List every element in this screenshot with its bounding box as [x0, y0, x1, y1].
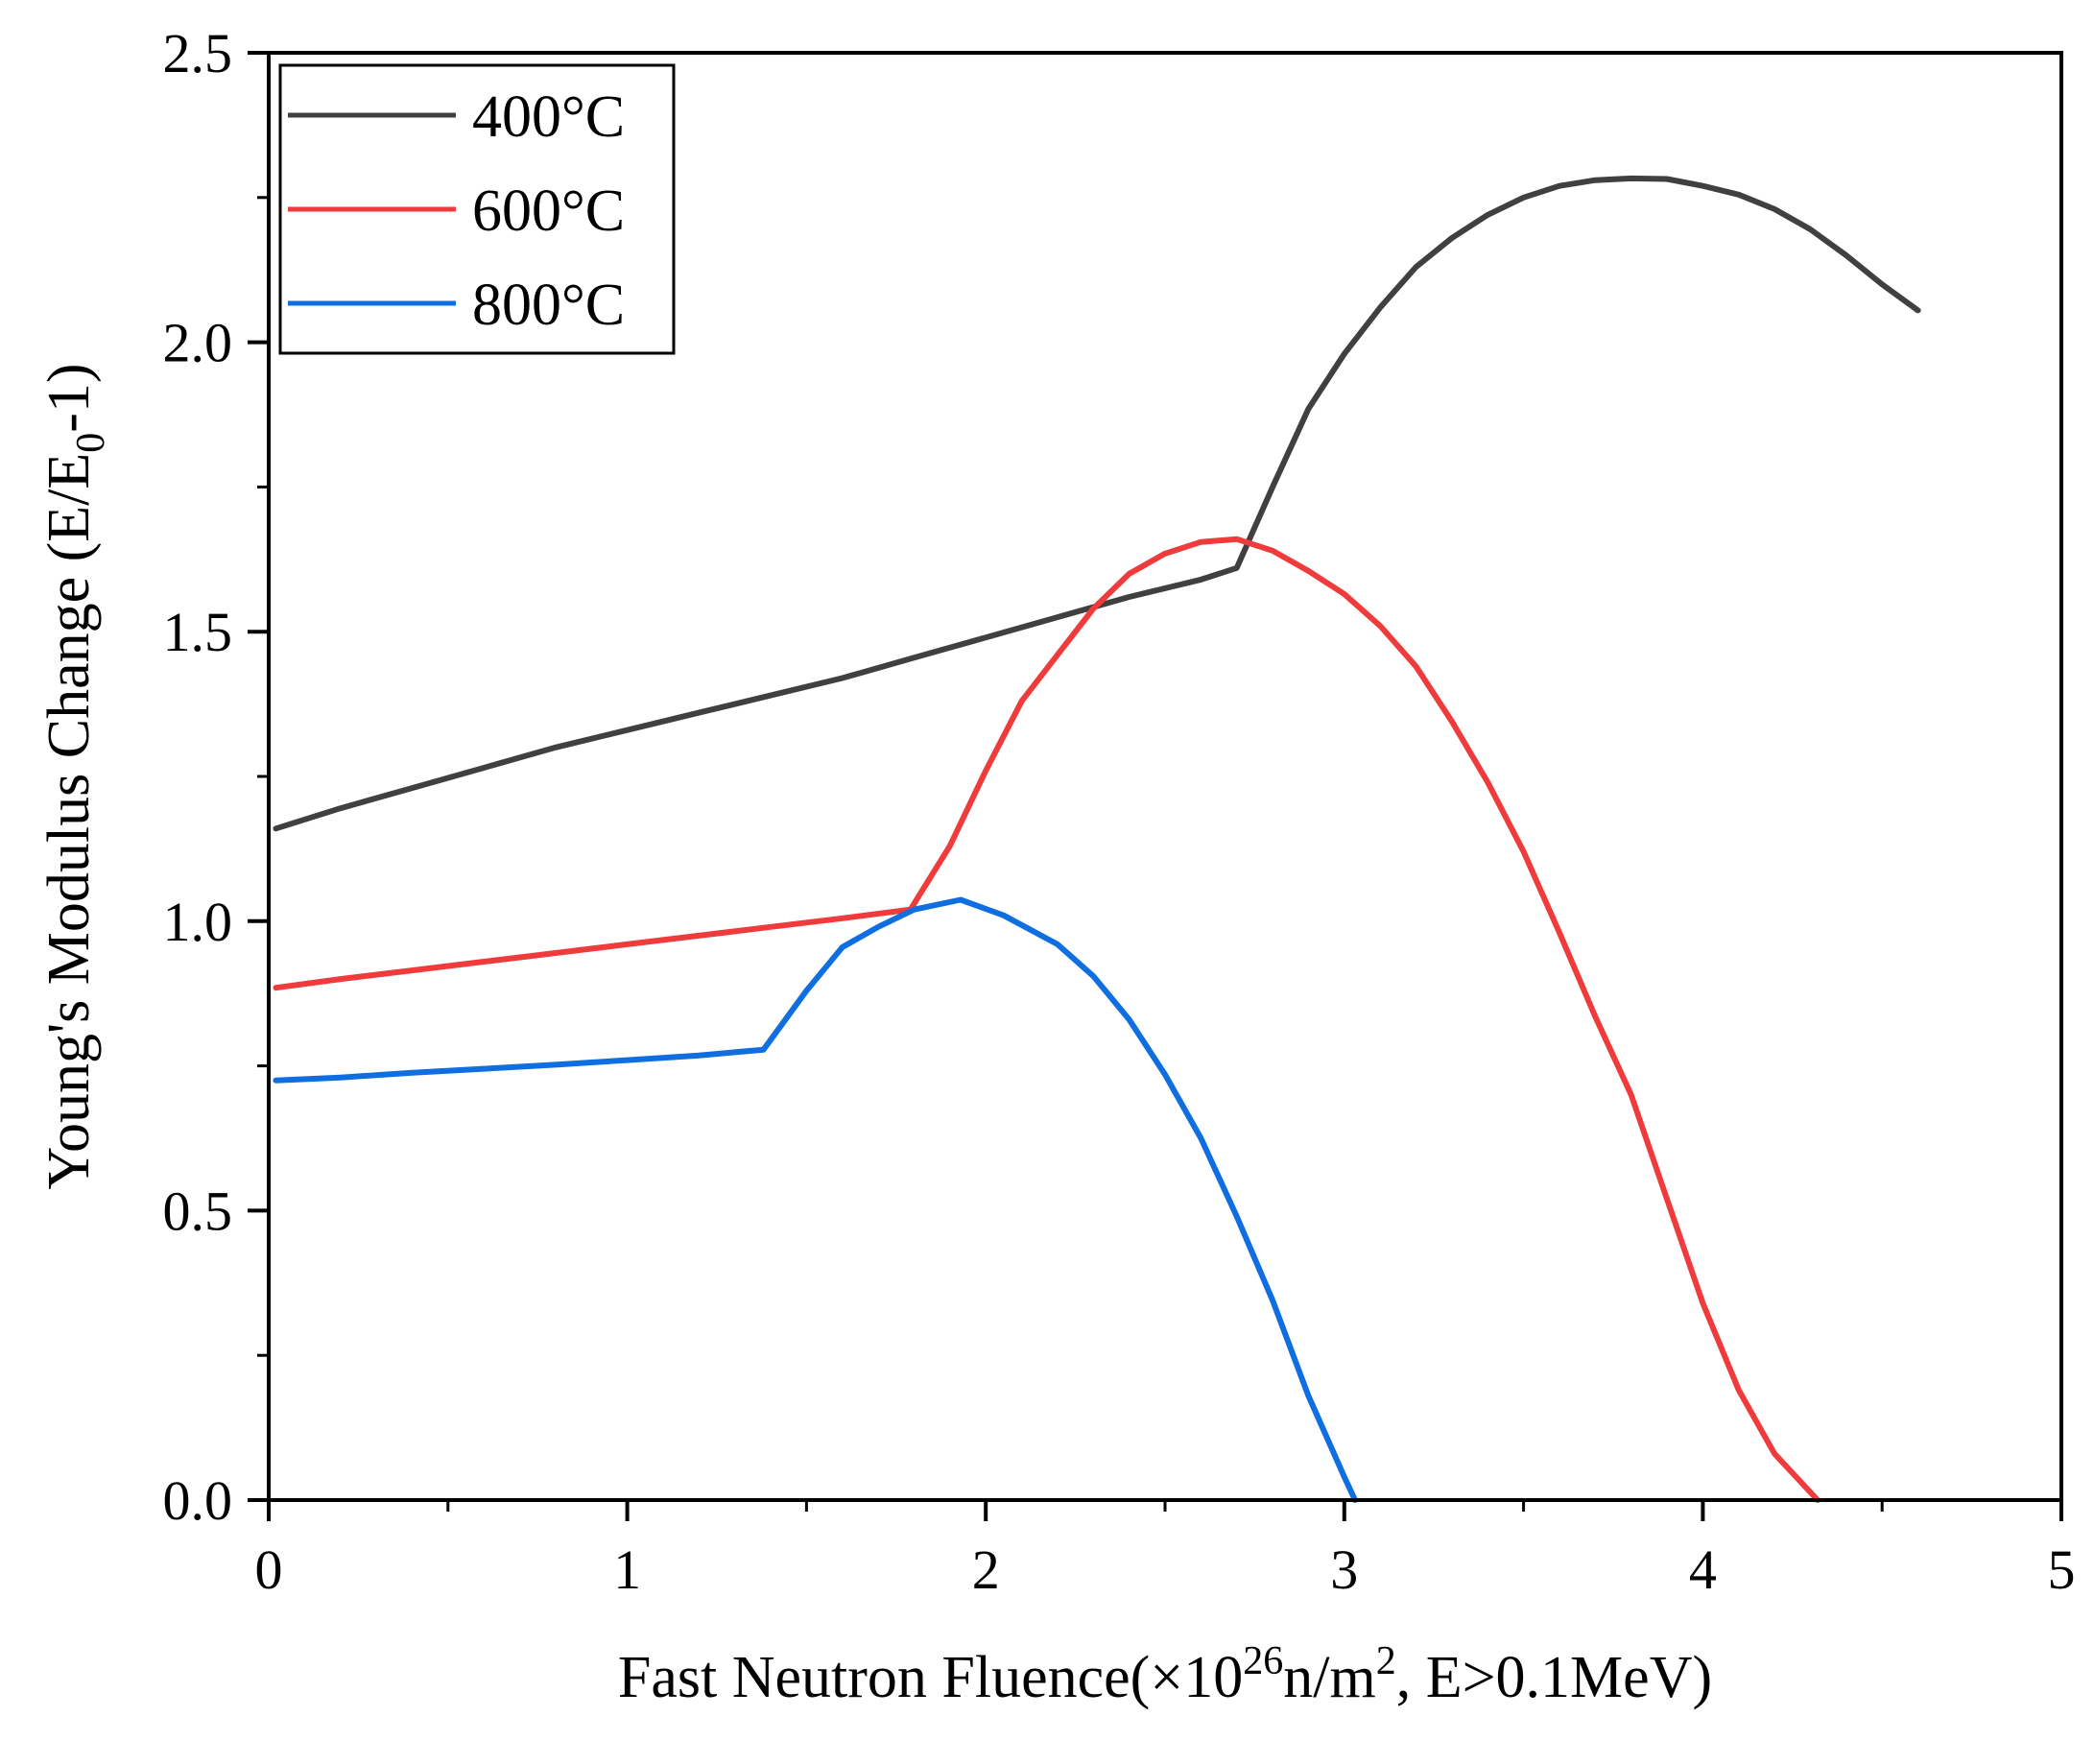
series-800c-line: [273, 896, 1358, 1503]
x-axis-title-prefix: Fast Neutron Fluence(×10: [618, 1645, 1243, 1710]
y-tick-label: 1.5: [163, 601, 233, 663]
x-tick-label: 3: [1330, 1538, 1358, 1601]
y-axis-title-subscript: 0: [69, 433, 113, 453]
x-tick-label: 1: [613, 1538, 641, 1601]
x-axis-title: Fast Neutron Fluence(×1026n/m2, E>0.1MeV…: [618, 1639, 1712, 1710]
x-tick-label: 4: [1689, 1538, 1717, 1601]
y-axis-title-suffix: -1): [36, 363, 102, 432]
legend: 400°C 600°C 800°C: [278, 63, 676, 355]
ticks-layer: 0 1 2 3 4 5 0.0 0.5 1.0 1.5 2.0 2.5: [163, 22, 2076, 1601]
y-axis-title-prefix: Young's Modulus Change (E/E: [36, 453, 102, 1190]
series-layer: [273, 175, 1921, 1503]
x-tick-label: 2: [972, 1538, 1000, 1601]
legend-label-600c: 600°C: [472, 179, 625, 244]
legend-label-800c: 800°C: [472, 273, 625, 338]
x-tick-label: 0: [255, 1538, 283, 1601]
x-axis-title-unit: n/m: [1283, 1645, 1375, 1710]
series-600c-line: [273, 536, 1820, 1503]
x-axis-title-unit-exponent: 2: [1376, 1639, 1396, 1683]
x-tick-label: 5: [2048, 1538, 2076, 1601]
y-tick-label: 1.0: [163, 891, 233, 953]
y-tick-label: 0.5: [163, 1180, 233, 1242]
x-axis-title-exponent: 26: [1243, 1639, 1283, 1683]
y-tick-label: 2.5: [163, 22, 233, 84]
y-tick-label: 2.0: [163, 312, 233, 374]
y-tick-label: 0.0: [163, 1469, 233, 1532]
legend-label-400c: 400°C: [472, 84, 625, 150]
x-axis-title-suffix: , E>0.1MeV): [1396, 1645, 1712, 1710]
series-400c-line: [273, 175, 1921, 832]
y-axis-title: Young's Modulus Change (E/E0-1): [36, 363, 113, 1189]
